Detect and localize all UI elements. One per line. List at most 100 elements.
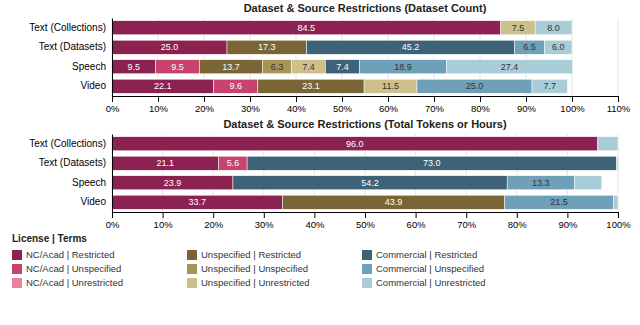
x-tick-mark	[264, 212, 265, 218]
data-label: 5.6	[227, 158, 240, 168]
bar	[233, 176, 507, 190]
data-label: 9.6	[229, 81, 242, 91]
bar	[112, 137, 598, 151]
data-label: 25.0	[466, 81, 484, 91]
data-label: 33.7	[188, 197, 206, 207]
legend-label: Unspecified | Restricted	[201, 249, 301, 260]
data-label: 25.0	[161, 42, 179, 52]
legend-swatch	[12, 250, 22, 260]
x-tick-mark	[466, 212, 467, 218]
grid-line	[112, 134, 113, 212]
data-label: 22.1	[154, 81, 172, 91]
x-tick: 80%	[471, 96, 491, 114]
bar	[446, 60, 572, 74]
x-tick: 90%	[558, 212, 578, 230]
y-tick: Speech	[72, 177, 106, 188]
bar	[501, 21, 536, 35]
y-tick: Video	[81, 196, 107, 207]
data-label: 96.0	[346, 139, 364, 149]
y-tick: Text (Collections)	[29, 138, 106, 149]
bar	[156, 60, 200, 74]
x-tick: 60%	[407, 212, 427, 230]
legend-swatch	[362, 250, 372, 260]
bar	[283, 195, 505, 209]
x-tick-mark	[296, 96, 297, 102]
x-tick-mark	[618, 96, 619, 102]
legend-item: NC/Acad | Restricted	[12, 249, 115, 260]
x-tick-label: 90%	[558, 219, 578, 230]
bar	[227, 40, 307, 54]
bar	[532, 79, 567, 93]
bar	[112, 21, 501, 35]
x-tick-label: 40%	[305, 219, 325, 230]
data-label: 9.5	[128, 62, 141, 72]
data-label: 21.5	[550, 197, 568, 207]
x-tick-label: 40%	[287, 103, 307, 114]
x-tick: 10%	[149, 96, 169, 114]
legend-swatch	[187, 264, 197, 274]
data-label: 73.0	[423, 158, 441, 168]
y-tick-label: Text (Collections)	[29, 138, 106, 149]
legend-item: NC/Acad | Unrestricted	[12, 277, 123, 288]
bars	[112, 21, 572, 94]
x-tick-label: 80%	[471, 103, 491, 114]
legend-label: NC/Acad | Unrestricted	[26, 277, 123, 288]
x-tick: 60%	[379, 96, 399, 114]
x-tick-label: 30%	[255, 219, 275, 230]
x-tick: 50%	[333, 96, 353, 114]
data-label: 23.9	[164, 178, 182, 188]
y-tick: Text (Datasets)	[39, 157, 106, 168]
chart: 84.525.09.522.19.59.617.313.723.16.37.57…	[29, 2, 631, 114]
y-tick-label: Video	[81, 80, 107, 91]
x-tick-label: 60%	[407, 219, 427, 230]
legend-label: Commercial | Restricted	[376, 249, 477, 260]
bar	[507, 176, 574, 190]
legend-label: NC/Acad | Unspecified	[26, 263, 121, 274]
legend-swatch	[362, 264, 372, 274]
x-tick-mark	[213, 212, 214, 218]
chart: 96.021.123.933.75.643.973.054.213.321.50…	[29, 118, 631, 230]
y-axis-line	[112, 19, 113, 97]
x-tick: 70%	[425, 96, 445, 114]
x-tick-label: 0%	[106, 219, 120, 230]
x-tick-label: 100%	[560, 103, 585, 114]
legend-item: Unspecified | Restricted	[187, 249, 301, 260]
bar	[505, 195, 614, 209]
x-tick: 20%	[195, 96, 215, 114]
grid	[112, 18, 618, 96]
x-axis-line	[113, 96, 619, 97]
x-tick: 30%	[241, 96, 261, 114]
bar	[219, 156, 247, 170]
bar	[359, 60, 446, 74]
x-tick-label: 30%	[241, 103, 261, 114]
x-tick-mark	[480, 96, 481, 102]
x-tick-mark	[572, 96, 573, 102]
x-tick-label: 90%	[517, 103, 537, 114]
data-labels: 96.021.123.933.75.643.973.054.213.321.5	[157, 139, 568, 208]
data-label: 84.5	[298, 23, 316, 33]
data-label: 23.1	[302, 81, 320, 91]
x-tick-mark	[567, 212, 568, 218]
x-tick-mark	[204, 96, 205, 102]
legend-swatch	[187, 278, 197, 288]
legend-item: Commercial | Unrestricted	[362, 277, 486, 288]
legend: License | TermsNC/Acad | RestrictedNC/Ac…	[12, 233, 486, 288]
data-label: 9.5	[171, 62, 184, 72]
bar	[616, 156, 618, 170]
bar	[112, 156, 219, 170]
x-tick-mark	[388, 96, 389, 102]
x-tick-label: 20%	[195, 103, 215, 114]
x-tick-mark	[416, 212, 417, 218]
x-tick-label: 50%	[356, 219, 376, 230]
bar	[214, 79, 258, 93]
bar	[112, 195, 283, 209]
y-tick: Speech	[72, 61, 106, 72]
legend-item: NC/Acad | Unspecified	[12, 263, 121, 274]
data-label: 13.7	[222, 62, 240, 72]
figure: 84.525.09.522.19.59.617.313.723.16.37.57…	[0, 0, 640, 325]
data-label: 6.3	[271, 62, 284, 72]
x-axis: 0%10%20%30%40%50%60%70%80%90%100%	[106, 212, 632, 230]
title: Dataset & Source Restrictions (Total Tok…	[223, 118, 507, 130]
data-label: 7.4	[336, 62, 349, 72]
bar	[112, 40, 227, 54]
